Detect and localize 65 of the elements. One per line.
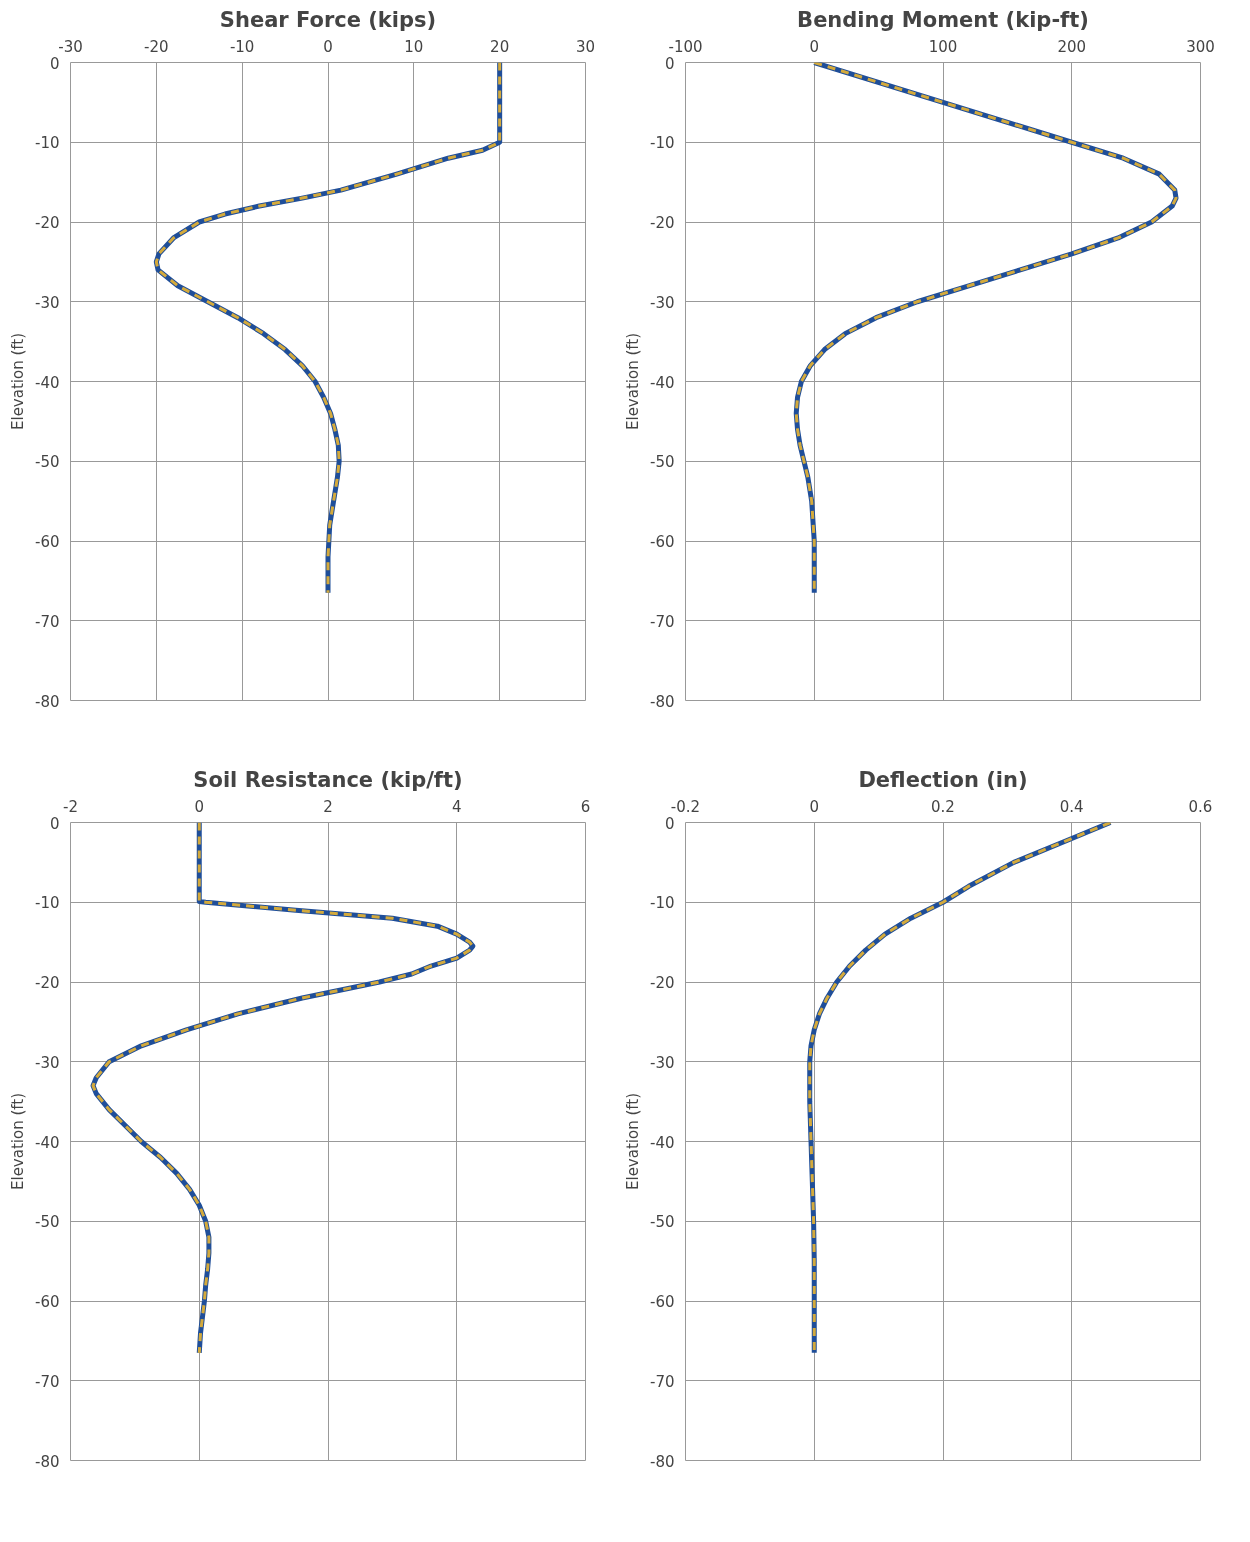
x-tick-label: 4 bbox=[451, 797, 462, 816]
y-tick-label: -80 bbox=[35, 692, 60, 711]
y-tick-label: -10 bbox=[35, 894, 60, 913]
y-tick-label: -80 bbox=[35, 1452, 60, 1471]
y-axis-title: Elevation (ft) bbox=[9, 332, 27, 431]
y-tick-label: -60 bbox=[650, 1293, 675, 1311]
y-tick-label: -40 bbox=[35, 1133, 60, 1152]
chart-title: Shear Force (kips) bbox=[219, 7, 437, 32]
y-tick-label: -50 bbox=[650, 1213, 675, 1232]
y-tick-label: -50 bbox=[35, 453, 60, 472]
y-axis-title: Elevation (ft) bbox=[9, 1092, 27, 1191]
y-tick-label: -60 bbox=[35, 1293, 60, 1311]
y-tick-label: -70 bbox=[35, 1372, 60, 1391]
y-tick-label: -20 bbox=[35, 974, 60, 992]
y-tick-label: 0 bbox=[49, 814, 60, 833]
y-tick-label: -30 bbox=[35, 1053, 60, 1072]
y-tick-label: -10 bbox=[35, 134, 60, 153]
x-tick-label: 20 bbox=[490, 37, 510, 56]
x-tick-label: 0 bbox=[323, 37, 333, 56]
y-tick-label: -60 bbox=[35, 533, 60, 551]
x-tick-label: 6 bbox=[580, 797, 591, 816]
y-tick-label: -30 bbox=[35, 293, 60, 312]
y-tick-label: -70 bbox=[650, 1372, 675, 1391]
x-tick-label: 30 bbox=[575, 37, 596, 56]
y-tick-label: -10 bbox=[650, 894, 675, 913]
x-tick-label: -0.2 bbox=[670, 797, 701, 816]
y-tick-label: -10 bbox=[650, 134, 675, 153]
x-tick-label: 10 bbox=[404, 37, 424, 56]
y-tick-label: -30 bbox=[650, 293, 675, 312]
x-tick-label: -10 bbox=[229, 37, 255, 56]
y-tick-label: -50 bbox=[650, 453, 675, 472]
y-tick-label: -50 bbox=[35, 1213, 60, 1232]
y-tick-label: -20 bbox=[35, 214, 60, 232]
y-tick-label: -40 bbox=[650, 1133, 675, 1152]
y-tick-label: -40 bbox=[35, 373, 60, 392]
x-tick-label: 100 bbox=[928, 37, 958, 56]
y-tick-label: -30 bbox=[650, 1053, 675, 1072]
chart-title: Bending Moment (kip-ft) bbox=[797, 7, 1089, 32]
x-tick-label: 0 bbox=[194, 797, 205, 816]
x-tick-label: 0 bbox=[809, 37, 820, 56]
x-tick-label: -2 bbox=[63, 797, 78, 816]
chart-title: Deflection (in) bbox=[858, 767, 1028, 792]
y-tick-label: 0 bbox=[49, 54, 60, 73]
y-tick-label: -60 bbox=[650, 533, 675, 551]
x-tick-label: 0.4 bbox=[1059, 797, 1084, 816]
y-axis-title: Elevation (ft) bbox=[624, 332, 642, 431]
x-tick-label: -100 bbox=[668, 37, 703, 56]
y-tick-label: 0 bbox=[664, 814, 675, 833]
x-tick-label: -20 bbox=[144, 37, 169, 56]
y-tick-label: 0 bbox=[664, 54, 675, 73]
y-tick-label: -70 bbox=[650, 612, 675, 631]
y-tick-label: -40 bbox=[650, 373, 675, 392]
x-tick-label: 2 bbox=[323, 797, 333, 816]
y-tick-label: -70 bbox=[35, 612, 60, 631]
y-tick-label: -80 bbox=[650, 692, 675, 711]
x-tick-label: 0 bbox=[809, 797, 820, 816]
chart-title: Soil Resistance (kip/ft) bbox=[193, 767, 463, 792]
y-tick-label: -20 bbox=[650, 974, 675, 992]
x-tick-label: 200 bbox=[1057, 37, 1087, 56]
y-tick-label: -80 bbox=[650, 1452, 675, 1471]
x-tick-label: 300 bbox=[1186, 37, 1215, 56]
y-axis-title: Elevation (ft) bbox=[624, 1092, 642, 1191]
x-tick-label: 0.6 bbox=[1188, 797, 1213, 816]
y-tick-label: -20 bbox=[650, 214, 675, 232]
x-tick-label: 0.2 bbox=[931, 797, 955, 816]
